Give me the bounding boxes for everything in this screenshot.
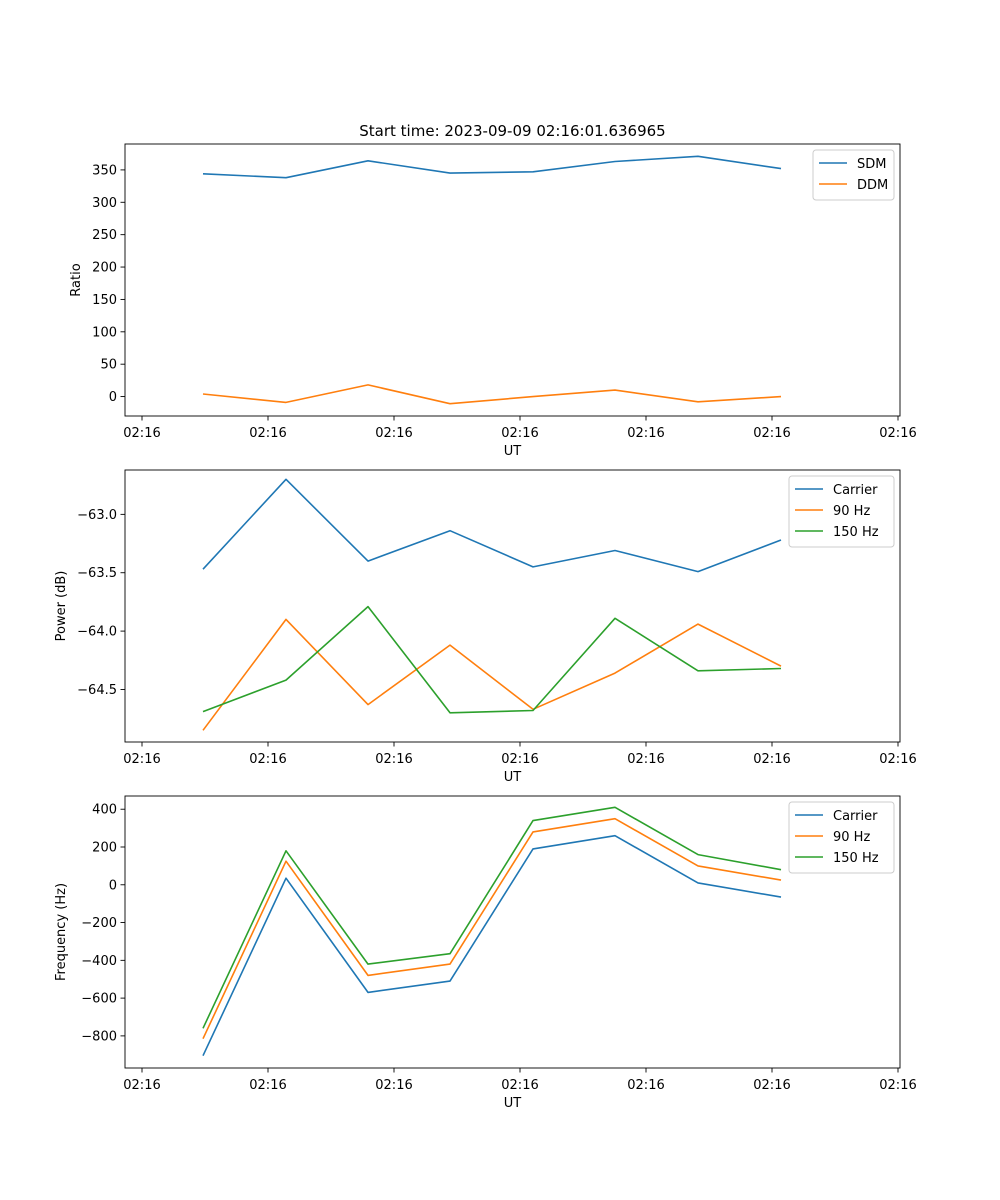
x-tick-label: 02:16 [501,426,538,441]
y-tick-label: −800 [81,1029,117,1044]
series-line-0 [202,478,782,573]
y-tick-label: 400 [92,803,117,818]
y-tick-label: 150 [92,293,117,308]
x-axis-label: UT [504,770,522,785]
legend-label: SDM [857,157,886,172]
legend: Carrier 90 Hz 150 Hz [788,801,895,874]
x-tick-label: 02:16 [753,752,790,767]
legend-label: 150 Hz [833,525,879,540]
legend: Carrier 90 Hz 150 Hz [788,475,895,548]
x-tick-label: 02:16 [375,752,412,767]
y-tick-label: −600 [81,992,117,1007]
series-line-0 [202,834,782,1057]
y-axis-label: Frequency (Hz) [54,883,69,981]
y-tick-label: 350 [92,163,117,178]
y-tick-label: −200 [81,916,117,931]
legend: SDM DDM [812,149,895,201]
y-tick-label: −64.0 [77,625,117,640]
y-tick-label: 200 [92,841,117,856]
y-tick-label: 200 [92,261,117,276]
series-line-2 [202,806,782,1029]
series-line-0 [202,155,782,179]
x-tick-label: 02:16 [627,426,664,441]
y-tick-label: 50 [100,358,117,373]
x-tick-label: 02:16 [627,752,664,767]
axes-frame [124,795,901,1069]
x-tick-label: 02:16 [879,426,916,441]
x-tick-label: 02:16 [753,426,790,441]
x-tick-label: 02:16 [501,752,538,767]
legend-label: Carrier [833,809,878,824]
x-tick-label: 02:16 [375,426,412,441]
x-tick-label: 02:16 [123,426,160,441]
x-tick-label: 02:16 [879,752,916,767]
y-tick-label: 300 [92,196,117,211]
y-tick-label: 0 [109,390,117,405]
y-tick-label: −63.5 [77,566,117,581]
x-axis-label: UT [504,444,522,459]
legend-label: 90 Hz [833,830,870,845]
y-tick-label: −63.0 [77,508,117,523]
y-axis-label: Power (dB) [54,571,69,642]
y-axis-label: Ratio [69,263,84,296]
series-line-1 [202,817,782,1040]
x-tick-label: 02:16 [753,1078,790,1093]
chart-ratio: 02:16 02:16 02:16 02:16 02:16 02:16 02:16 0 50 10… [69,143,917,459]
legend-box [788,475,895,548]
legend-box [788,801,895,874]
x-tick-label: 02:16 [123,752,160,767]
x-tick-label: 02:16 [249,426,286,441]
legend-label: DDM [857,178,888,193]
y-tick-label: −400 [81,954,117,969]
x-tick-label: 02:16 [249,752,286,767]
legend-label: Carrier [833,483,878,498]
x-tick-label: 02:16 [501,1078,538,1093]
y-tick-label: 250 [92,228,117,243]
x-tick-label: 02:16 [249,1078,286,1093]
chart-frequency: 02:16 02:16 02:16 02:16 02:16 02:16 02:16 −800 −… [54,795,917,1111]
x-tick-label: 02:16 [375,1078,412,1093]
legend-label: 90 Hz [833,504,870,519]
series-line-1 [202,618,782,731]
legend-label: 150 Hz [833,851,879,866]
x-tick-label: 02:16 [879,1078,916,1093]
x-tick-label: 02:16 [123,1078,160,1093]
chart-power: 02:16 02:16 02:16 02:16 02:16 02:16 02:16 −64.5… [54,469,917,785]
series-line-1 [202,384,782,405]
x-axis-label: UT [504,1096,522,1111]
y-tick-label: −64.5 [77,683,117,698]
chart-title: Start time: 2023-09-09 02:16:01.636965 [359,122,665,140]
series-line-2 [202,605,782,714]
axes-frame [124,143,901,417]
y-tick-label: 0 [109,878,117,893]
y-tick-label: 100 [92,325,117,340]
axes-frame [124,469,901,743]
x-tick-label: 02:16 [627,1078,664,1093]
